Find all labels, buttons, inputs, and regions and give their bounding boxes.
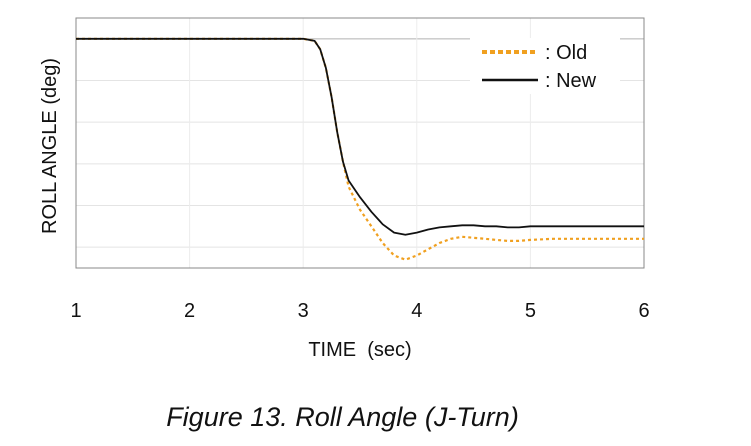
- x-tick-label: 6: [638, 300, 649, 322]
- y-axis-label: ROLL ANGLE (deg): [39, 58, 61, 234]
- legend: : Old : New: [470, 38, 620, 94]
- x-tick-labels: 1 2 3 4 5 6: [70, 300, 649, 322]
- series-lines: [76, 37, 644, 261]
- legend-label: : Old: [545, 42, 587, 64]
- roll-angle-chart: 1 2 3 4 5 6 TIME (sec) ROLL ANGLE (deg) : Old…: [39, 17, 650, 361]
- legend-label: : New: [545, 70, 597, 92]
- figure-caption: Figure 13. Roll Angle (J-Turn): [166, 402, 519, 432]
- x-tick-label: 5: [525, 300, 536, 322]
- series-line-old: [76, 37, 644, 261]
- legend-background: [470, 38, 620, 94]
- x-tick-label: 4: [411, 300, 422, 322]
- x-axis-label: TIME (sec): [308, 339, 411, 361]
- series-line-new: [76, 37, 644, 236]
- plot-frame: [75, 17, 645, 269]
- x-tick-label: 2: [184, 300, 195, 322]
- x-tick-label: 3: [298, 300, 309, 322]
- x-tick-label: 1: [70, 300, 81, 322]
